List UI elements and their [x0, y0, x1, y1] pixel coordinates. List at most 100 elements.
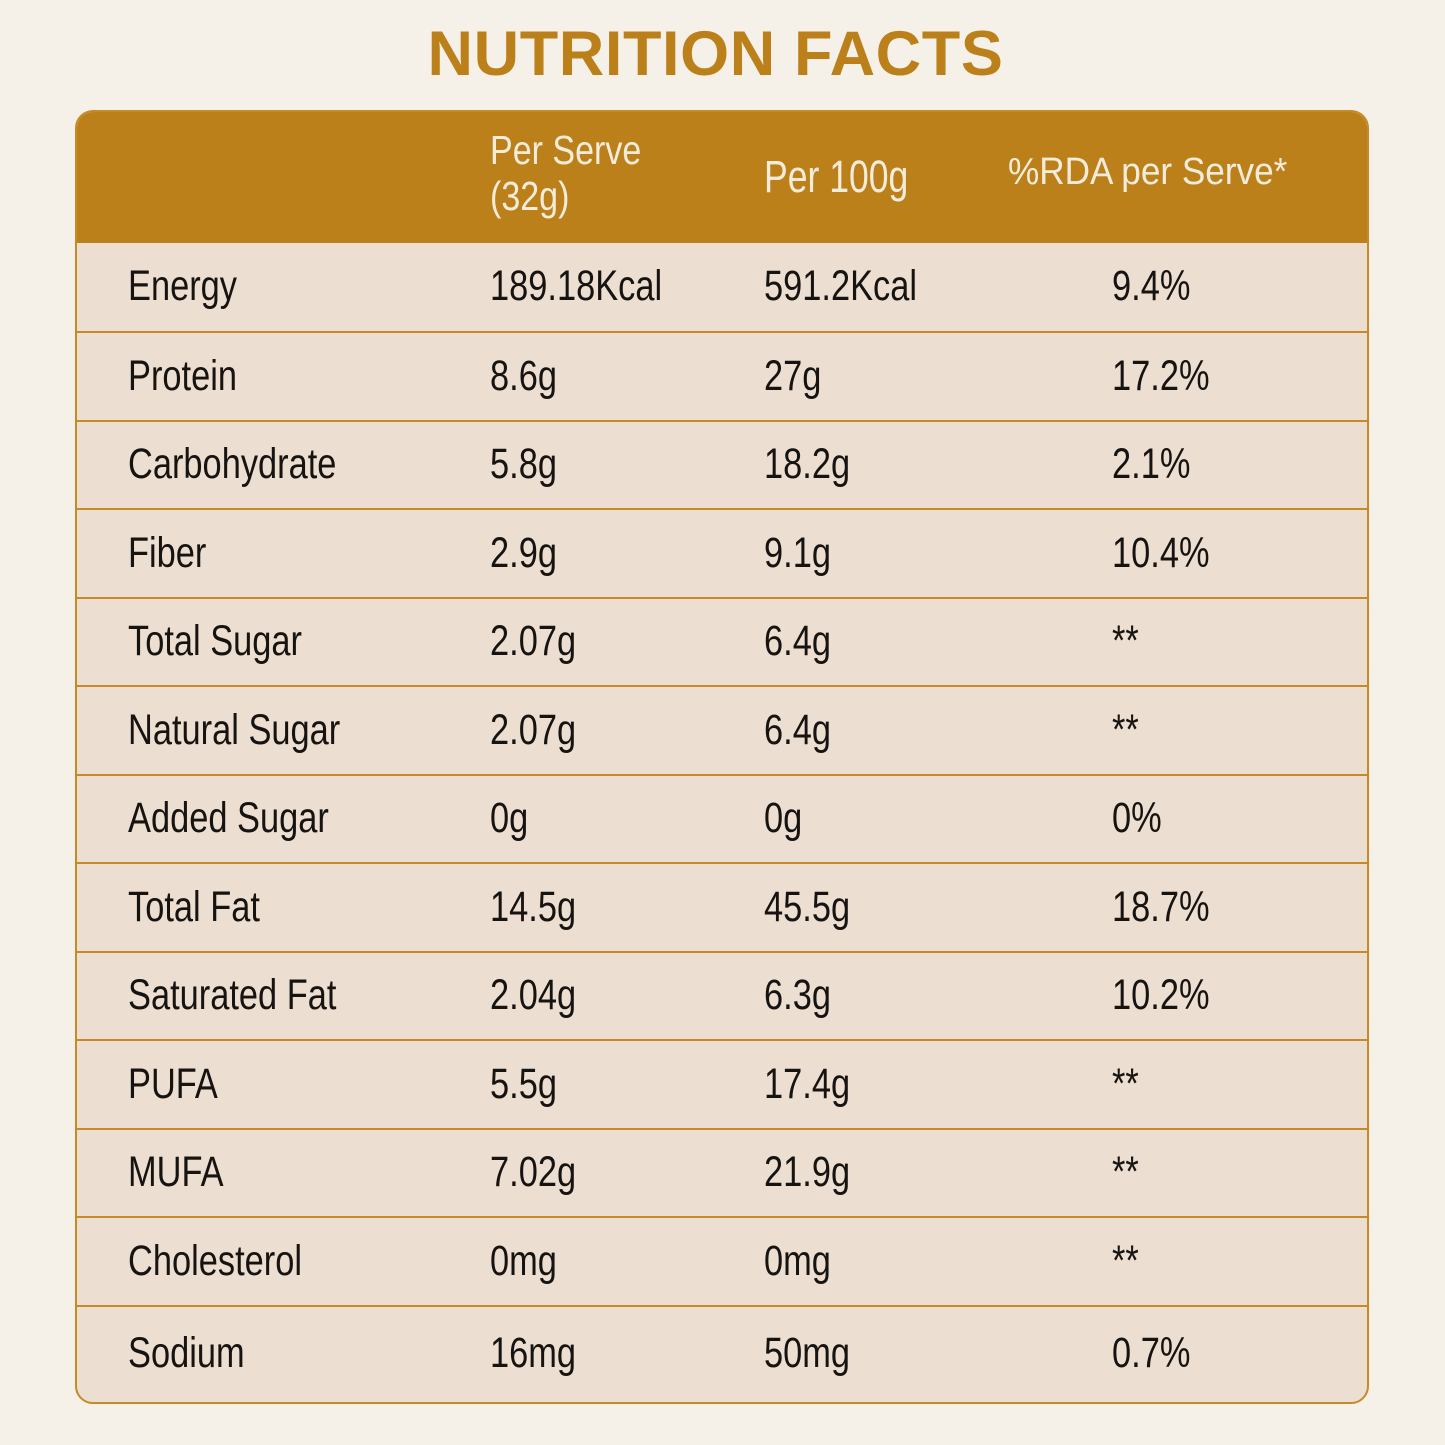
per-serve-value-text: 2.04g	[489, 971, 576, 1020]
nutrient-label-text: MUFA	[127, 1148, 224, 1197]
cell-per-100g-value: 21.9g	[764, 1148, 1008, 1197]
table-row: Total Fat 14.5g 45.5g 18.7%	[77, 862, 1367, 951]
nutrient-label-text: PUFA	[127, 1059, 218, 1108]
cell-per-100g-value: 0g	[764, 794, 1008, 843]
table-row: Protein 8.6g 27g 17.2%	[77, 331, 1367, 420]
cell-nutrient-label: Carbohydrate	[77, 440, 490, 489]
cell-rda-value: 18.7%	[1008, 883, 1368, 932]
cell-per-serve-value: 189.18Kcal	[490, 262, 764, 311]
header-rda-per-serve-text: %RDA per Serve*	[1007, 151, 1287, 194]
cell-rda-value: 9.4%	[1008, 262, 1368, 311]
per-serve-value-text: 0g	[489, 794, 528, 843]
cell-rda-value: 10.4%	[1008, 529, 1368, 578]
cell-rda-value: **	[1008, 706, 1368, 755]
per-serve-value-text: 7.02g	[489, 1148, 576, 1197]
cell-per-100g-value: 591.2Kcal	[764, 262, 1008, 311]
header-per-serve-line2: (32g)	[489, 173, 569, 220]
cell-nutrient-label: MUFA	[77, 1148, 490, 1197]
page-title: NUTRITION FACTS	[0, 23, 1438, 86]
cell-nutrient-label: PUFA	[77, 1060, 490, 1109]
nutrient-label-text: Natural Sugar	[127, 705, 340, 754]
cell-per-100g-value: 6.3g	[764, 971, 1008, 1020]
cell-per-100g-value: 6.4g	[764, 617, 1008, 666]
cell-rda-value: 2.1%	[1008, 440, 1368, 489]
cell-per-100g-value: 18.2g	[764, 440, 1008, 489]
cell-per-serve-value: 16mg	[490, 1329, 764, 1378]
cell-rda-value: 10.2%	[1008, 971, 1368, 1020]
cell-per-serve-value: 5.8g	[490, 440, 764, 489]
rda-value-text: 17.2%	[1111, 351, 1210, 400]
cell-per-serve-value: 0g	[490, 794, 764, 843]
cell-per-100g-value: 0mg	[764, 1237, 1008, 1286]
cell-nutrient-label: Added Sugar	[77, 794, 490, 843]
per-100g-value-text: 45.5g	[763, 882, 850, 931]
header-per-serve-line1: Per Serve	[489, 127, 641, 174]
table-row: Added Sugar 0g 0g 0%	[77, 773, 1368, 863]
cell-rda-value: 17.2%	[1008, 352, 1368, 401]
rda-value-text: 2.1%	[1111, 440, 1190, 489]
rda-value-text: **	[1111, 1148, 1139, 1197]
per-serve-value-text: 16mg	[489, 1329, 576, 1378]
per-100g-value-text: 6.4g	[763, 617, 831, 666]
table-row: MUFA 7.02g 21.9g **	[77, 1127, 1367, 1217]
cell-per-100g-value: 17.4g	[764, 1060, 1008, 1109]
nutrient-label-text: Added Sugar	[127, 794, 329, 843]
cell-per-serve-value: 8.6g	[490, 352, 764, 401]
nutrient-label-text: Sodium	[127, 1329, 245, 1378]
cell-per-serve-value: 2.04g	[490, 971, 764, 1020]
cell-per-serve-value: 0mg	[490, 1237, 764, 1286]
rda-value-text: 9.4%	[1111, 262, 1190, 311]
per-100g-value-text: 591.2Kcal	[763, 262, 917, 311]
table-row: Fiber 2.9g 9.1g 10.4%	[77, 508, 1367, 597]
table-row: Sodium 16mg 50mg 0.7%	[77, 1304, 1368, 1402]
per-serve-value-text: 8.6g	[489, 351, 557, 400]
cell-rda-value: **	[1008, 1060, 1368, 1109]
cell-nutrient-label: Natural Sugar	[77, 706, 490, 755]
cell-nutrient-label: Sodium	[77, 1329, 490, 1378]
rda-value-text: **	[1111, 617, 1139, 666]
cell-per-100g-value: 6.4g	[764, 706, 1008, 755]
per-serve-value-text: 2.9g	[489, 528, 557, 577]
header-rda-per-serve: %RDA per Serve*	[1008, 151, 1368, 200]
nutrient-label-text: Saturated Fat	[127, 971, 336, 1020]
per-100g-value-text: 21.9g	[763, 1148, 850, 1197]
cell-per-serve-value: 2.07g	[490, 617, 764, 666]
cell-nutrient-label: Total Fat	[77, 883, 490, 932]
table-row: Cholesterol 0mg 0mg **	[77, 1216, 1367, 1305]
per-100g-value-text: 6.3g	[763, 971, 831, 1020]
per-100g-value-text: 50mg	[763, 1329, 850, 1378]
cell-nutrient-label: Protein	[77, 352, 490, 401]
per-serve-value-text: 5.8g	[489, 440, 557, 489]
cell-nutrient-label: Energy	[77, 262, 490, 311]
table-row: Total Sugar 2.07g 6.4g **	[77, 596, 1368, 686]
table-row: PUFA 5.5g 17.4g **	[77, 1039, 1367, 1128]
table-row: Energy 189.18Kcal 591.2Kcal 9.4%	[77, 243, 1367, 332]
cell-rda-value: **	[1008, 617, 1368, 666]
cell-rda-value: **	[1008, 1237, 1368, 1286]
per-serve-value-text: 189.18Kcal	[489, 262, 662, 311]
nutrient-label-text: Cholesterol	[127, 1236, 302, 1285]
nutrient-label-text: Total Fat	[127, 882, 260, 931]
rda-value-text: 0%	[1111, 794, 1162, 843]
rda-value-text: 0.7%	[1111, 1329, 1190, 1378]
cell-per-serve-value: 14.5g	[490, 883, 764, 932]
header-per-100g-text: Per 100g	[763, 151, 908, 203]
rda-value-text: 10.4%	[1111, 528, 1210, 577]
nutrient-label-text: Total Sugar	[127, 617, 302, 666]
cell-per-serve-value: 5.5g	[490, 1060, 764, 1109]
cell-rda-value: 0%	[1008, 794, 1368, 843]
nutrient-label-text: Carbohydrate	[127, 440, 336, 489]
rda-value-text: **	[1111, 1236, 1139, 1285]
per-100g-value-text: 27g	[763, 351, 821, 400]
cell-per-100g-value: 50mg	[764, 1329, 1008, 1378]
per-serve-value-text: 14.5g	[489, 882, 576, 931]
cell-nutrient-label: Saturated Fat	[77, 971, 490, 1020]
per-100g-value-text: 9.1g	[763, 528, 831, 577]
nutrient-label-text: Protein	[127, 351, 237, 400]
cell-per-serve-value: 2.9g	[490, 529, 764, 578]
cell-per-serve-value: 7.02g	[490, 1148, 764, 1197]
cell-nutrient-label: Total Sugar	[77, 617, 490, 666]
page-title-text: NUTRITION FACTS	[427, 19, 1004, 89]
cell-rda-value: 0.7%	[1008, 1329, 1368, 1378]
header-per-serve-text: Per Serve (32g)	[490, 127, 641, 219]
